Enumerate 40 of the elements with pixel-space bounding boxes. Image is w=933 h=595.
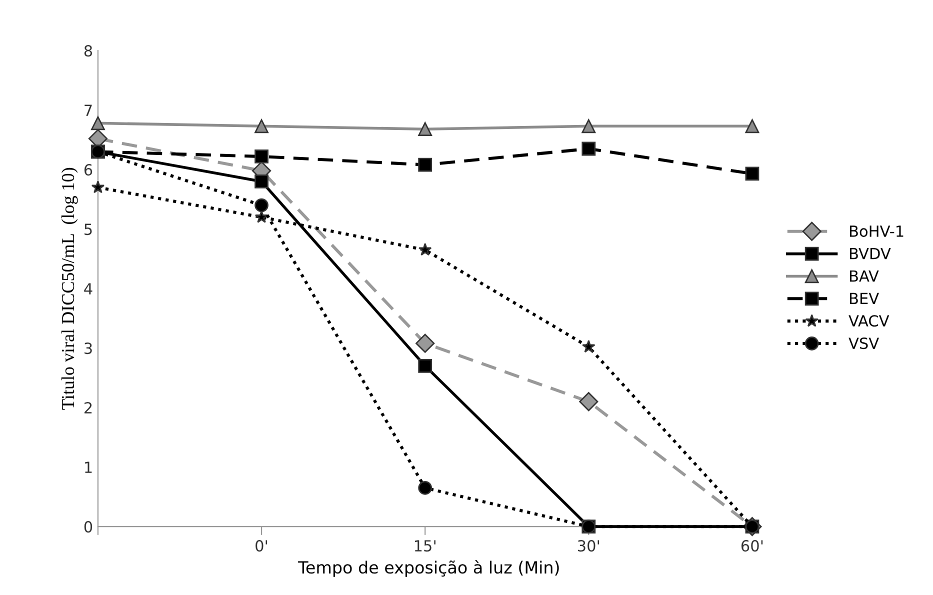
y-tick-label: 8: [84, 45, 92, 57]
point: [91, 180, 105, 194]
legend-label: BVDV: [850, 248, 891, 260]
point: [254, 198, 268, 212]
point: [254, 150, 268, 164]
y-tick-label: 1: [85, 462, 92, 473]
legend-label: BAV: [850, 270, 879, 282]
point: [254, 174, 268, 188]
point: [418, 242, 432, 256]
y-tick-label: 2: [84, 402, 92, 414]
point: [418, 480, 432, 495]
y-tick-label: 7: [84, 104, 92, 116]
legend-label: VSV: [848, 338, 879, 350]
point: [582, 142, 596, 156]
x-tick-label: 60': [741, 540, 763, 552]
legend-label: VACV: [848, 315, 890, 327]
point: [418, 358, 432, 373]
point: [582, 119, 596, 134]
legend-label: BoHV-1: [850, 226, 904, 237]
point: [254, 119, 268, 134]
x-tick-label: 30': [578, 540, 600, 552]
legend-label: BEV: [850, 292, 879, 304]
point: [579, 392, 598, 412]
y-tick-label: 3: [84, 342, 92, 354]
point: [254, 210, 268, 223]
point: [582, 340, 596, 353]
y-axis-title: Titulo viral DICC50/mL (log 10): [61, 168, 78, 410]
point: [416, 334, 435, 353]
x-tick-label: 15': [414, 540, 436, 552]
point: [745, 166, 760, 181]
x-tick-label: 0': [256, 540, 268, 552]
point: [418, 158, 432, 172]
point: [418, 122, 432, 136]
point: [91, 116, 105, 130]
point: [745, 119, 760, 134]
y-tick-label: 0: [84, 521, 92, 533]
y-tick-label: 6: [84, 164, 92, 176]
y-tick-label: 4: [84, 283, 92, 294]
y-tick-label: 5: [84, 224, 92, 236]
x-axis-title: Tempo de exposição à luz (Min): [298, 560, 559, 577]
